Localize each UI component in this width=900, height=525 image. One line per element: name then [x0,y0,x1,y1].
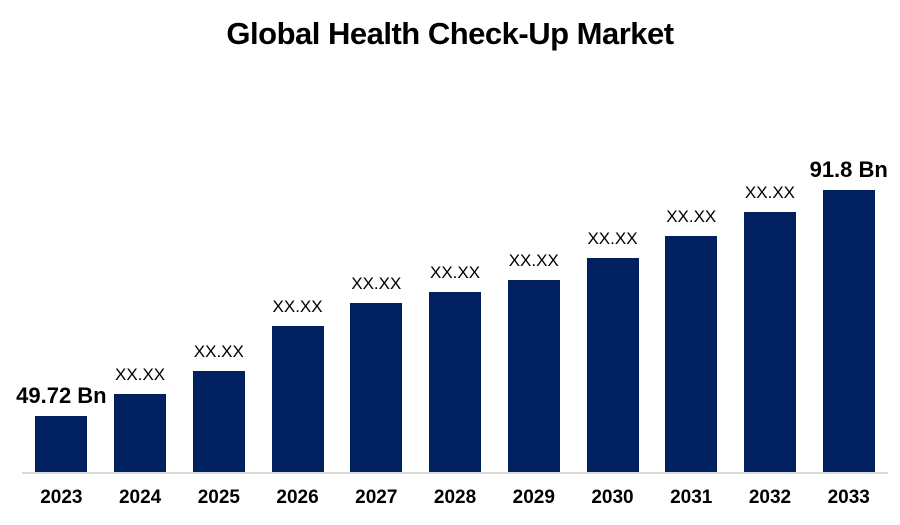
x-axis-tick-label: 2024 [118,487,162,508]
bar-value-label: XX.XX [272,297,323,317]
x-axis-tick-label: 2025 [197,487,240,508]
x-axis-tick-label: 2032 [748,487,792,508]
bar [114,394,167,472]
bar-value-label: 49.72 Bn [16,382,107,408]
x-axis-tick-label: 2027 [355,487,398,508]
bar-value-label: XX.XX [351,274,402,294]
bar-group: XX.XX [573,230,652,472]
bar-value-label: XX.XX [666,207,717,227]
bar-group: 49.72 Bn [16,383,107,472]
bar-value-label: XX.XX [193,342,244,362]
x-axis-tick-label: 2030 [591,487,634,508]
bar [271,326,324,472]
bar-value-label: XX.XX [429,263,481,283]
bar-value-label: XX.XX [508,251,559,271]
bar-group: XX.XX [652,208,731,472]
bars-row: 49.72 Bn XX.XX XX.XX XX.XX XX.XX XX.XX X… [16,70,888,472]
bar-group: XX.XX [337,275,416,472]
bar-group: 91.8 Bn [809,156,888,472]
x-axis-line [22,472,888,474]
bar-group: XX.XX [101,366,180,472]
bar-value-label: 91.8 Bn [809,156,888,182]
x-axis-tick-label: 2026 [276,487,319,508]
plot-area: 49.72 Bn XX.XX XX.XX XX.XX XX.XX XX.XX X… [16,70,888,509]
bar-value-label: XX.XX [744,183,796,203]
bar [429,292,482,472]
bar [507,280,560,472]
bar [35,416,88,472]
x-axis-tick-label: 2023 [40,487,83,508]
bar-group: XX.XX [416,264,495,472]
x-axis-tick-label: 2033 [827,487,870,508]
bar-value-label: XX.XX [587,229,638,249]
x-axis-tick-label: 2028 [433,487,477,508]
bar-value-label: XX.XX [115,365,166,385]
bar-group: XX.XX [179,343,258,472]
bar [350,303,403,472]
bar [586,258,639,472]
x-axis-tick-label: 2029 [512,487,555,508]
x-axis-tick-label: 2031 [670,487,713,508]
bar [822,190,875,472]
bar [192,371,245,472]
chart-title: Global Health Check-Up Market [226,16,674,51]
bar-group: XX.XX [731,184,810,472]
bar-group: XX.XX [494,252,573,472]
bar [665,236,718,472]
bar [743,212,796,472]
x-axis-labels: 2023 2024 2025 2026 2027 2028 2029 2030 … [22,487,888,509]
bar-group: XX.XX [258,298,337,472]
